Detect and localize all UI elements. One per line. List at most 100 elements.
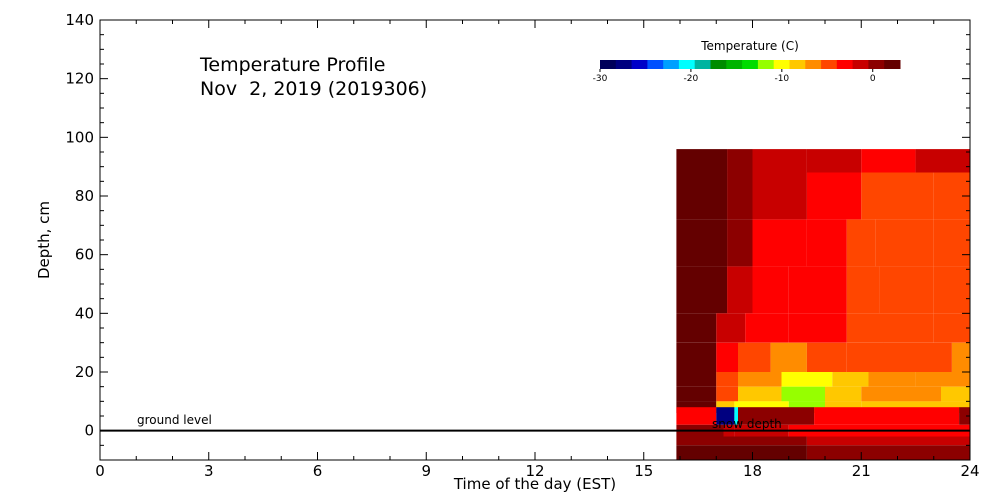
y-tick-label: 40 [75,304,94,322]
heatmap-cell [676,372,717,387]
x-tick-label: 24 [960,462,979,480]
heatmap-cell [738,342,771,372]
colorbar-cell [631,60,648,69]
heatmap-cell [788,266,847,314]
heatmap-cell [676,313,717,343]
heatmap-cell [676,386,717,402]
heatmap-cell [738,407,815,425]
heatmap-cell [676,219,728,267]
colorbar-label: Temperature (C) [700,39,799,53]
heatmap-cell [825,401,862,413]
heatmap-cell [727,219,753,267]
colorbar-cells [600,60,901,69]
x-tick-label: 12 [525,462,544,480]
chart-title: Temperature Profile [199,54,385,76]
heatmap-cell [846,266,880,314]
heatmap-cell [933,219,971,267]
colorbar-cell [726,60,743,69]
colorbar-cell [742,60,759,69]
heatmap-cell [933,266,971,314]
colorbar: Temperature (C) -30 -20 -10 0 [593,39,901,84]
heatmap-cell [716,372,739,387]
colorbar-cell [836,60,854,69]
heatmap-cell [883,342,952,372]
heatmap-cell [738,372,782,387]
colorbar-cell [805,60,822,69]
heatmap-cell [915,149,970,173]
y-tick-label: 0 [84,422,94,440]
heatmap-cell [734,401,789,413]
heatmap-cell [727,149,753,173]
heatmap-cell [676,266,728,314]
colorbar-cell [647,60,664,69]
heatmap-cell [752,172,807,220]
axes: 0 3 6 9 12 15 18 21 24 0 20 40 60 80 100 120 140 [65,11,979,480]
heatmap-cell [781,372,833,387]
y-tick-label: 140 [65,11,94,29]
heatmap-cell [716,386,739,402]
heatmap-cell [788,313,847,343]
colorbar-cell [757,60,775,69]
chart-subtitle: Nov 2, 2019 (2019306) [200,78,427,100]
x-tick-label: 15 [634,462,653,480]
colorbar-cell [868,60,885,69]
y-tick-label: 20 [75,363,94,381]
heatmap-cell [959,407,970,425]
heatmap-cell [676,172,728,220]
heatmap-cell [727,172,753,220]
x-tick-label: 3 [204,462,214,480]
heatmap-cell [770,342,807,372]
heatmap-cell [915,372,970,387]
x-tick-label: 18 [743,462,762,480]
heatmap-cell [752,149,807,173]
x-tick-label: 9 [421,462,431,480]
heatmap-cell [846,313,884,343]
colorbar-tick-label: -30 [593,74,608,84]
heatmap-cell [861,401,971,413]
y-tick-label: 60 [75,246,94,264]
heatmap-cell [825,386,862,402]
heatmap-cell [846,342,884,372]
heatmap-cell [832,372,869,387]
colorbar-cell [884,60,901,69]
colorbar-cell [710,60,727,69]
heatmap-cell [846,219,876,267]
heatmap-cell [941,386,970,402]
heatmap-cell [861,386,898,402]
heatmap-cell [806,436,970,446]
colorbar-tick-label: 0 [870,74,876,84]
colorbar-tick-label: -10 [774,74,789,84]
heatmap-cell [806,172,862,220]
heatmap-cell [897,386,941,402]
heatmap-cell [897,172,934,220]
heatmap-cell [676,401,717,413]
colorbar-cell [821,60,838,69]
heatmap-cell [676,149,728,173]
heatmap-cell [676,407,717,425]
heatmap-cell [861,172,898,220]
heatmap-cell [781,386,825,402]
colorbar-cell [694,60,711,69]
y-tick-label: 120 [65,70,94,88]
snow-depth-label: snow depth [712,417,782,431]
colorbar-cell [600,60,617,69]
heatmap-cell [716,313,746,343]
heatmap-cell [814,407,960,425]
heatmap-cell [716,407,735,425]
y-tick-label: 80 [75,187,94,205]
heatmap-cell [716,401,735,413]
heatmap-cell [883,313,934,343]
colorbar-cell [789,60,806,69]
heatmap-cell [879,266,934,314]
heatmap-cell [861,149,916,173]
heatmap-cell [676,445,807,460]
colorbar-cell [615,60,633,69]
x-tick-label: 0 [95,462,105,480]
colorbar-tick-label: -20 [684,74,699,84]
heatmap-cell [806,445,970,460]
heatmap-cell [806,342,847,372]
heatmap-cell [676,436,807,446]
ground-level-label: ground level [137,413,212,427]
colorbar-ticks: -30 -20 -10 0 [593,69,876,84]
